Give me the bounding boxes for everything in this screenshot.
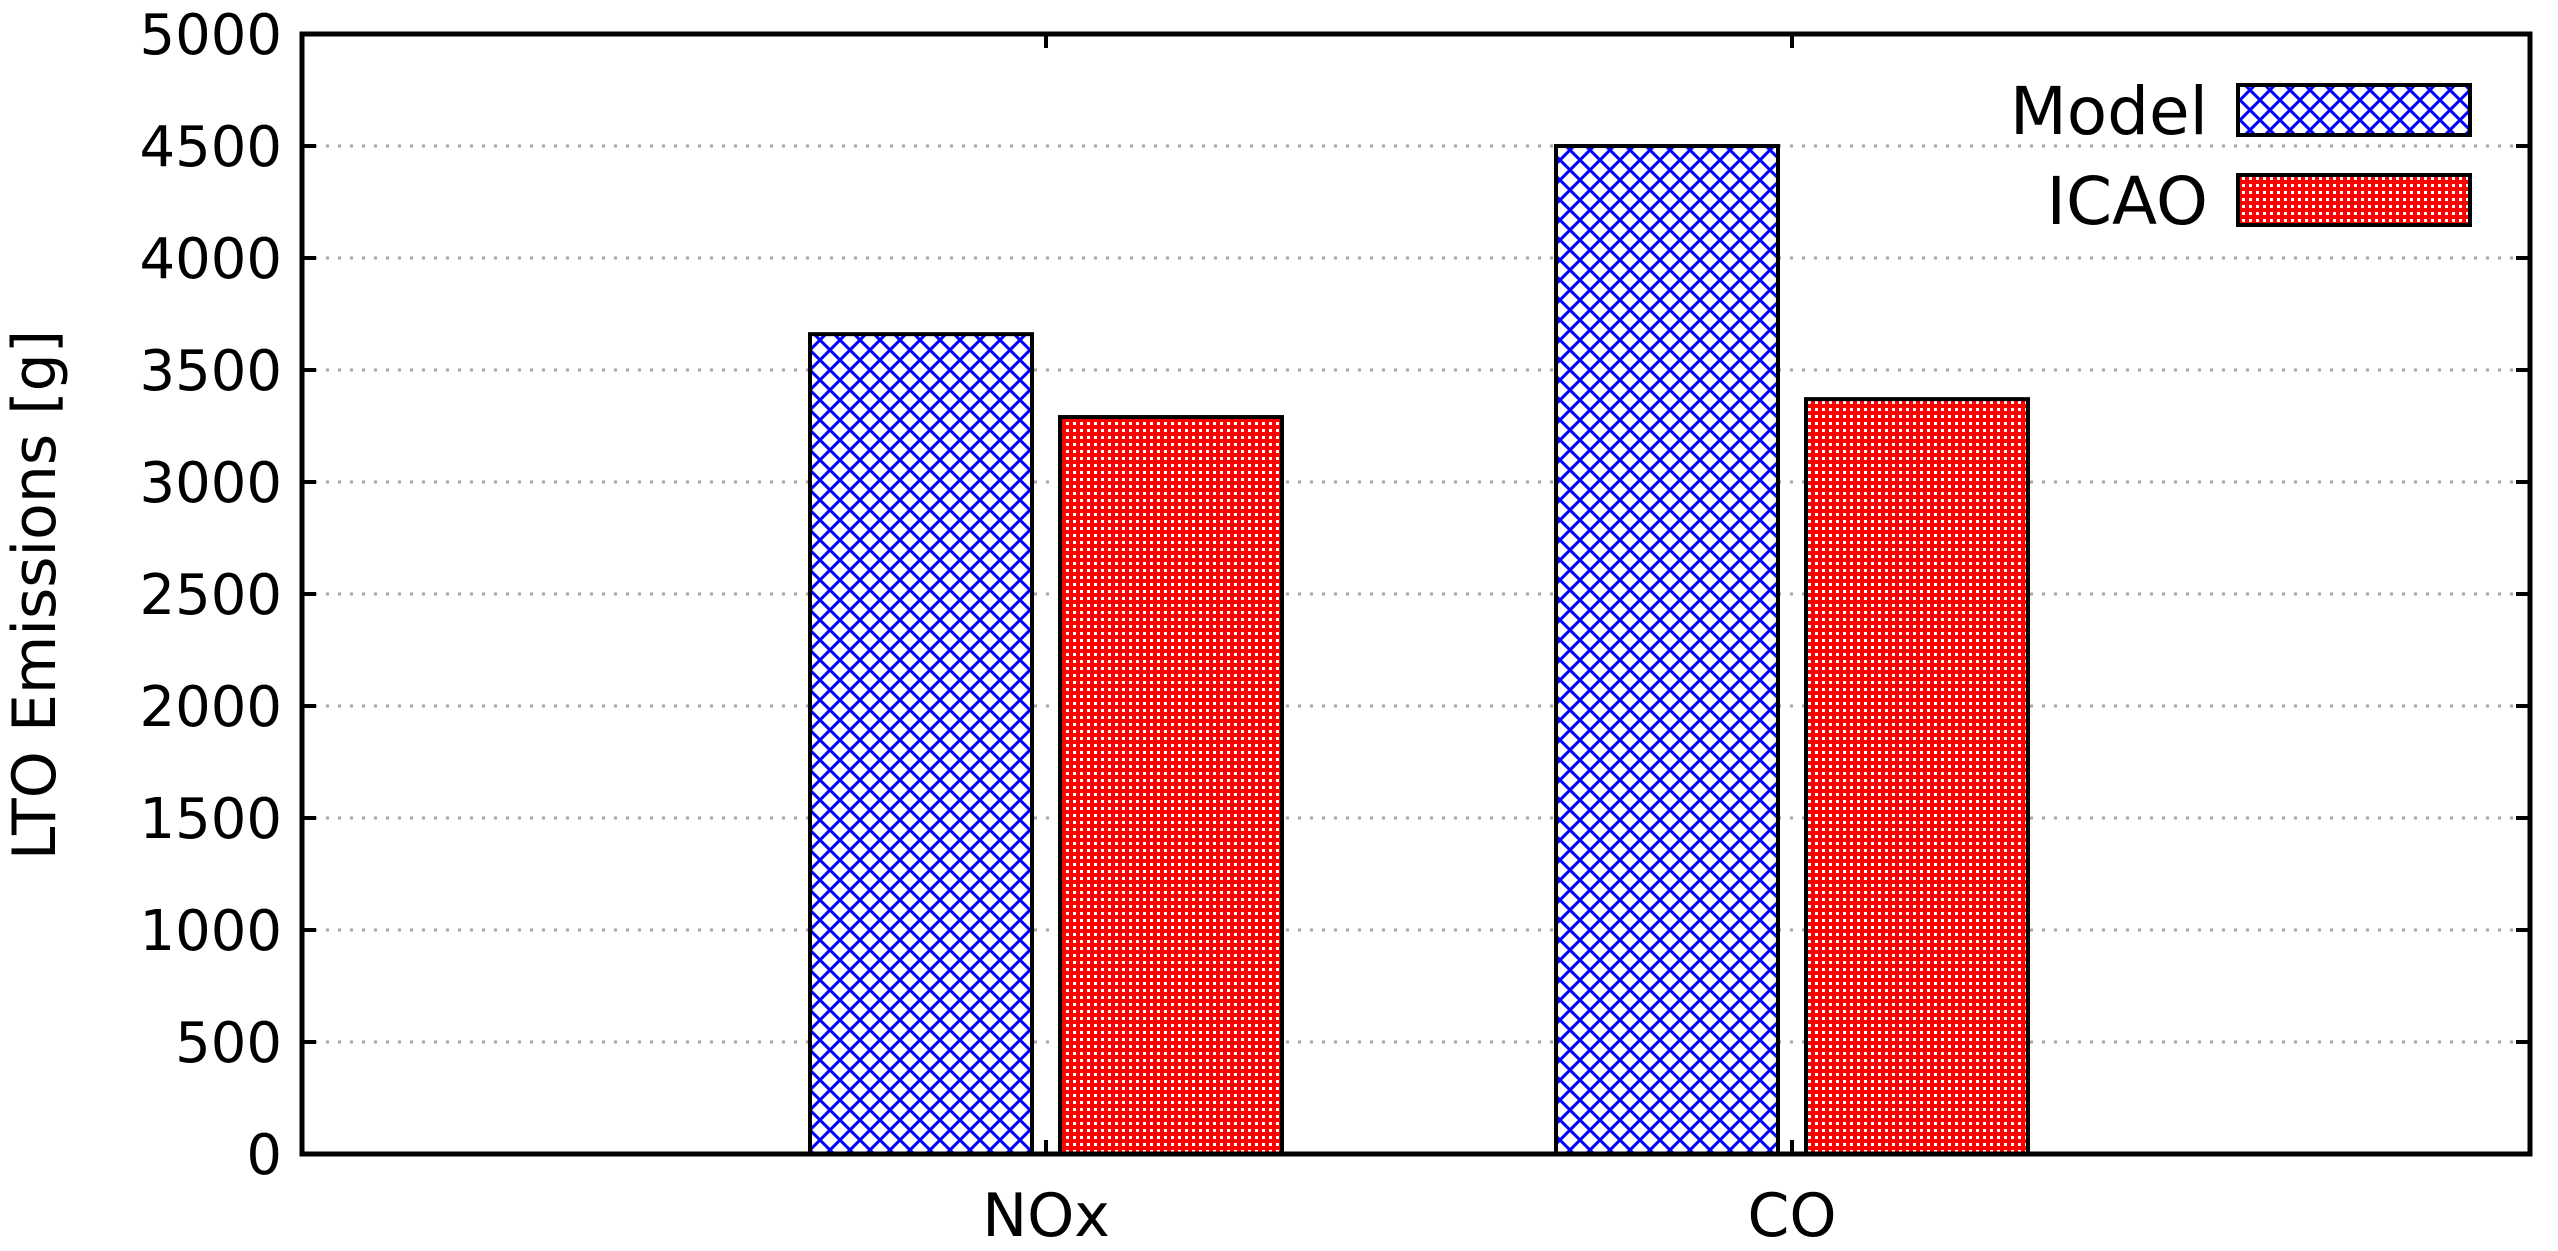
legend-swatch-icao (2236, 173, 2472, 227)
y-tick-label: 1000 (139, 899, 282, 964)
y-tick-label: 3000 (139, 451, 282, 516)
y-tick-label: 4500 (139, 115, 282, 180)
legend-swatch-model (2236, 83, 2472, 137)
bars (808, 144, 2030, 1157)
y-tick-label: 4000 (139, 227, 282, 292)
x-axis-tick-labels: NOx CO (982, 1181, 1836, 1251)
y-axis-title: LTO Emissions [g] (0, 330, 70, 860)
y-tick-label: 0 (246, 1123, 282, 1188)
x-tick-label: CO (1747, 1181, 1836, 1251)
bar-model-nox (808, 332, 1034, 1157)
bar-model-co (1554, 144, 1780, 1156)
y-axis-tick-labels: 0 500 1000 1500 2000 2500 3000 3500 4000 4500 5000 (139, 3, 282, 1188)
legend-label-icao: ICAO (2047, 163, 2209, 240)
y-tick-label: 1500 (139, 787, 282, 852)
tick-marks (302, 32, 2530, 1156)
bar-icao-nox (1058, 415, 1284, 1157)
y-tick-label: 5000 (139, 3, 282, 68)
bar-icao-co (1804, 397, 2030, 1156)
y-tick-label: 500 (175, 1011, 282, 1076)
y-tick-label: 2000 (139, 675, 282, 740)
legend: Model ICAO (2010, 73, 2472, 240)
legend-label-model: Model (2010, 73, 2208, 150)
grid-lines (302, 144, 2530, 1044)
y-tick-label: 2500 (139, 563, 282, 628)
x-tick-label: NOx (982, 1181, 1110, 1251)
y-tick-label: 3500 (139, 339, 282, 404)
